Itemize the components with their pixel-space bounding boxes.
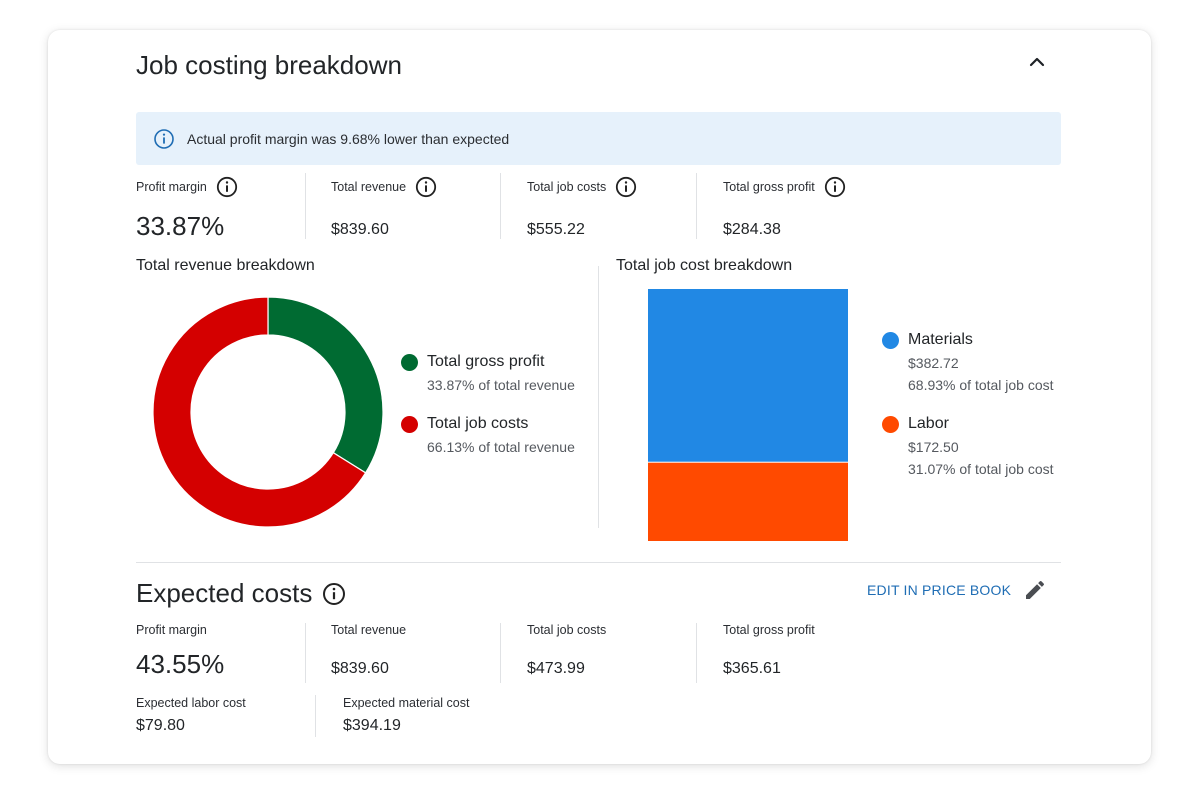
stat-label: Expected material cost [343,696,470,710]
card-title: Job costing breakdown [136,50,402,80]
section-divider [136,562,1061,563]
donut-slice-total-gross-profit [267,296,384,474]
stat-label: Profit margin [136,180,207,194]
divider [696,173,697,239]
legend-swatch [882,331,899,349]
divider [500,623,501,683]
exp-stat-total-job-costs: Total job costs $473.99 [527,623,606,678]
divider [305,173,306,239]
legend-label: Materials [908,331,973,348]
stat-value: $365.61 [723,660,781,677]
stat-total-job-costs: Total job costs $555.22 [527,176,637,239]
legend-amount: $172.50 [908,439,959,455]
stat-value: $555.22 [527,221,585,238]
legend-label: Labor [908,415,949,432]
info-icon [153,128,175,150]
expected-title-text: Expected costs [136,578,313,608]
exp-material-cost: Expected material cost $394.19 [343,696,469,735]
legend-amount: $382.72 [908,355,959,371]
legend-gross-profit: Total gross profit 33.87% of total reven… [401,353,575,393]
bar-segment-materials [648,289,848,463]
legend-label: Total gross profit [427,353,545,370]
stat-value: 33.87% [136,211,225,241]
stat-value: $839.60 [331,660,389,677]
stat-value: $473.99 [527,660,585,677]
cost-breakdown-title: Total job cost breakdown [616,257,793,274]
legend-sub: 33.87% of total revenue [427,377,575,393]
stat-value: $79.80 [136,717,185,734]
exp-stat-profit-margin: Profit margin 43.55% [136,623,224,680]
info-icon[interactable] [615,176,637,198]
job-costing-card: Job costing breakdown Actual profit marg… [48,30,1151,764]
stat-total-gross-profit: Total gross profit $284.38 [723,176,846,239]
legend-materials: Materials $382.72 68.93% of total job co… [882,331,1054,393]
chevron-up-icon [1029,57,1045,67]
divider [315,695,316,737]
legend-swatch [401,415,418,433]
stat-label: Total job costs [527,623,607,637]
exp-stat-total-gross-profit: Total gross profit $365.61 [723,623,815,678]
stat-label: Total gross profit [723,623,815,637]
stat-label: Expected labor cost [136,696,246,710]
info-icon[interactable] [824,176,846,198]
stat-label: Total revenue [331,623,407,637]
stat-profit-margin: Profit margin 33.87% [136,176,238,242]
legend-job-costs: Total job costs 66.13% of total revenue [401,415,575,455]
legend-swatch [882,415,899,433]
exp-labor-cost: Expected labor cost $79.80 [136,696,246,735]
stat-label: Total revenue [331,180,407,194]
legend-sub: 66.13% of total revenue [427,439,575,455]
stat-value: $284.38 [723,221,781,238]
legend-sub: 68.93% of total job cost [908,377,1054,393]
stat-total-revenue: Total revenue $839.60 [331,176,437,239]
revenue-donut-chart [152,296,384,528]
pencil-icon[interactable] [1023,578,1047,602]
stat-value: 43.55% [136,649,225,679]
stat-label: Total gross profit [723,180,815,194]
legend-labor: Labor $172.50 31.07% of total job cost [882,415,1054,477]
info-icon[interactable] [415,176,437,198]
collapse-button[interactable] [1023,48,1051,76]
legend-swatch [401,353,418,371]
cost-stacked-bar [648,289,848,541]
stat-label: Profit margin [136,623,207,637]
stat-label: Total job costs [527,180,607,194]
donut-slice-total-job-costs [152,296,367,528]
info-icon[interactable] [216,176,238,198]
bar-segment-labor [648,462,848,541]
exp-stat-total-revenue: Total revenue $839.60 [331,623,406,678]
expected-costs-title: Expected costs [136,578,346,609]
edit-in-price-book-link[interactable]: EDIT IN PRICE BOOK [867,582,1012,598]
divider [696,623,697,683]
stat-value: $839.60 [331,221,389,238]
revenue-breakdown-title: Total revenue breakdown [136,257,315,274]
profit-margin-alert: Actual profit margin was 9.68% lower tha… [136,112,1061,165]
alert-text: Actual profit margin was 9.68% lower tha… [187,130,510,147]
divider [305,623,306,683]
legend-sub: 31.07% of total job cost [908,461,1054,477]
legend-label: Total job costs [427,415,529,432]
stat-value: $394.19 [343,717,401,734]
divider [500,173,501,239]
divider [598,266,599,528]
info-icon[interactable] [322,582,346,606]
